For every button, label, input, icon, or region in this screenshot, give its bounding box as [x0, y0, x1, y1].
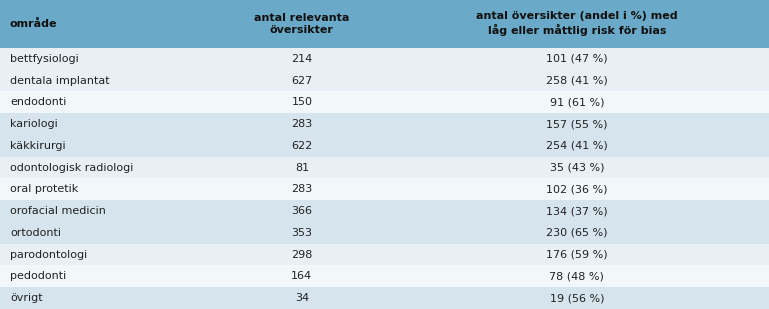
Text: oral protetik: oral protetik: [10, 184, 78, 194]
Text: 78 (48 %): 78 (48 %): [549, 271, 604, 281]
Text: 164: 164: [291, 271, 312, 281]
Text: 34: 34: [295, 293, 309, 303]
Bar: [0, 287, 769, 309]
Text: 19 (56 %): 19 (56 %): [550, 293, 604, 303]
Text: 283: 283: [291, 119, 312, 129]
Text: odontologisk radiologi: odontologisk radiologi: [10, 163, 133, 172]
Text: 214: 214: [291, 54, 312, 64]
Text: dentala implantat: dentala implantat: [10, 75, 110, 86]
Text: parodontologi: parodontologi: [10, 250, 87, 260]
Text: 91 (61 %): 91 (61 %): [550, 97, 604, 107]
Text: antal översikter (andel i %) med
låg eller måttlig risk för bias: antal översikter (andel i %) med låg ell…: [476, 11, 677, 36]
Bar: [0, 244, 769, 265]
Bar: [0, 265, 769, 287]
Text: övrigt: övrigt: [10, 293, 42, 303]
Bar: [0, 91, 769, 113]
Text: 35 (43 %): 35 (43 %): [550, 163, 604, 172]
Bar: [0, 222, 769, 244]
Text: kariologi: kariologi: [10, 119, 58, 129]
Bar: [0, 70, 769, 91]
Text: ortodonti: ortodonti: [10, 228, 61, 238]
Bar: [0, 113, 769, 135]
Text: endodonti: endodonti: [10, 97, 66, 107]
Bar: [0, 157, 769, 179]
Text: 81: 81: [295, 163, 309, 172]
Text: 366: 366: [291, 206, 312, 216]
Text: pedodonti: pedodonti: [10, 271, 66, 281]
Text: 134 (37 %): 134 (37 %): [546, 206, 608, 216]
Text: område: område: [10, 19, 58, 29]
Text: 176 (59 %): 176 (59 %): [546, 250, 608, 260]
Text: 353: 353: [291, 228, 312, 238]
Text: 283: 283: [291, 184, 312, 194]
Text: bettfysiologi: bettfysiologi: [10, 54, 78, 64]
Bar: [0, 200, 769, 222]
Text: antal relevanta
översikter: antal relevanta översikter: [254, 13, 350, 35]
Text: 622: 622: [291, 141, 312, 151]
Text: 101 (47 %): 101 (47 %): [546, 54, 608, 64]
Text: 102 (36 %): 102 (36 %): [546, 184, 608, 194]
Bar: [0, 48, 769, 70]
Text: 258 (41 %): 258 (41 %): [546, 75, 608, 86]
Text: käkkirurgi: käkkirurgi: [10, 141, 65, 151]
Bar: [0, 0, 769, 48]
Text: 298: 298: [291, 250, 312, 260]
Bar: [0, 135, 769, 157]
Text: orofacial medicin: orofacial medicin: [10, 206, 106, 216]
Text: 627: 627: [291, 75, 312, 86]
Text: 254 (41 %): 254 (41 %): [546, 141, 608, 151]
Text: 157 (55 %): 157 (55 %): [546, 119, 608, 129]
Bar: [0, 178, 769, 200]
Text: 230 (65 %): 230 (65 %): [546, 228, 608, 238]
Text: 150: 150: [291, 97, 312, 107]
